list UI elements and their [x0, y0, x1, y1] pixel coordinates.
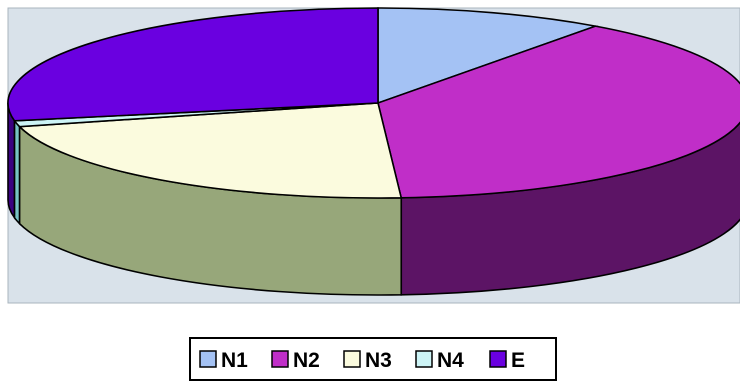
- legend-label-n2: N2: [293, 349, 320, 372]
- legend-label-e: E: [511, 349, 525, 372]
- legend-swatch-n4: [415, 350, 433, 368]
- legend-swatch-e: [489, 350, 507, 368]
- pie-top-faces: [7, 7, 740, 199]
- legend-label-n1: N1: [221, 349, 248, 372]
- legend-swatch-n2: [271, 350, 289, 368]
- legend-label-n4: N4: [437, 349, 464, 372]
- pie-slice-e: [7, 7, 379, 122]
- pie-slice-n1: [377, 7, 599, 105]
- pie-slice-n3: [17, 102, 403, 199]
- legend-swatch-n3: [343, 350, 361, 368]
- legend: N1 N2 N3 N4 E: [189, 337, 557, 381]
- legend-label-n3: N3: [365, 349, 392, 372]
- pie-slice-n2: [377, 25, 740, 199]
- legend-swatch-n1: [199, 350, 217, 368]
